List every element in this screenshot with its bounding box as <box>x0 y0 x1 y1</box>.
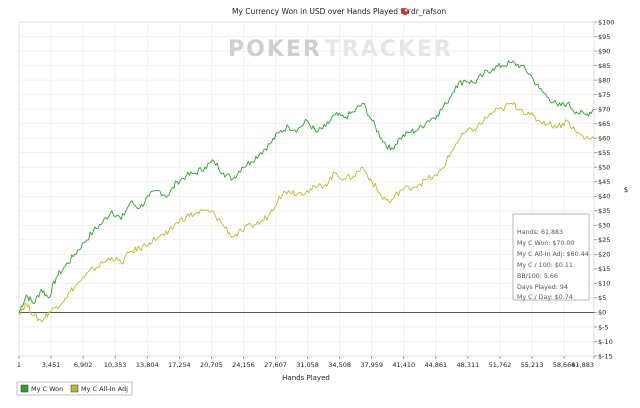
stats-won: My C Won: $70.00 <box>517 240 574 247</box>
x-tick-label: 27,607 <box>264 361 287 369</box>
stats-hands: Hands: 61,883 <box>517 229 563 236</box>
x-tick-label: 31,058 <box>296 361 319 369</box>
legend-swatch-won <box>20 384 29 393</box>
x-tick-label: 41,410 <box>392 361 415 369</box>
watermark-part1: PO <box>228 37 267 62</box>
y-tick-label: $50 <box>598 164 610 172</box>
y-axis-label: $ <box>624 186 628 194</box>
y-tick-label: $65 <box>598 120 610 128</box>
watermark-part3: TRACKER <box>325 37 453 62</box>
x-tick-label: 48,311 <box>457 361 480 369</box>
legend-label-allin: My C All-In Adj <box>81 385 128 393</box>
y-tick-label: $5 <box>598 294 606 302</box>
player-site-icon-highlight <box>404 9 408 12</box>
x-tick-label: 37,959 <box>360 361 383 369</box>
y-tick-label: $60 <box>598 134 610 142</box>
x-tick-label: 24,156 <box>232 361 255 369</box>
legend: My C Won My C All-In Adj <box>16 381 133 396</box>
x-tick-label: 17,254 <box>168 361 191 369</box>
series-line-my-c-won <box>18 60 595 313</box>
x-tick-label: 13,804 <box>136 361 159 369</box>
y-tick-label: $35 <box>598 207 610 215</box>
series-layer <box>18 60 595 323</box>
y-tick-label: $45 <box>598 178 610 186</box>
stats-per-day: My C / Day: $0.74 <box>517 294 573 301</box>
x-tick-label: 61,883 <box>571 361 594 369</box>
player-site-icon <box>401 8 409 15</box>
stats-days: Days Played: 94 <box>517 284 568 291</box>
stats-allin-adj: My C All-In Adj: $60.44 <box>517 251 589 258</box>
x-tick-label: 51,762 <box>489 361 512 369</box>
y-tick-label: $75 <box>598 91 610 99</box>
legend-label-won: My C Won <box>31 385 63 393</box>
y-tick-label: $15 <box>598 265 610 273</box>
y-tick-label: $95 <box>598 33 610 41</box>
legend-swatch-allin <box>70 384 79 393</box>
chart-title-prefix: My Currency Won in USD over Hands Played… <box>232 7 412 16</box>
y-tick-label: $100 <box>598 18 615 26</box>
x-axis-label: Hands Played <box>282 374 330 382</box>
stats-bb-100: BB/100: 5.66 <box>517 273 558 280</box>
y-tick-label: $40 <box>598 193 610 201</box>
x-tick-label: 3,451 <box>42 361 61 369</box>
series-line-my-c-all-in-adj <box>18 101 595 323</box>
y-tick-label: $70 <box>598 105 610 113</box>
x-tick-label: 10,353 <box>104 361 127 369</box>
y-tick-label: $0 <box>598 309 606 317</box>
y-tick-label: $-15 <box>598 352 613 360</box>
y-tick-label: $55 <box>598 149 610 157</box>
y-tick-label: $80 <box>598 76 610 84</box>
x-tick-label: 58,664 <box>553 361 576 369</box>
y-tick-label: $30 <box>598 222 610 230</box>
y-tick-label: $25 <box>598 236 610 244</box>
x-tick-label: 20,705 <box>200 361 223 369</box>
chart-title-player: dr_rafson <box>411 7 446 16</box>
stats-per-100: My C / 100: $0.11 <box>517 262 573 269</box>
tick-layer: $100 $95 $90 $85 $80 $75 $70 $65 $60 $55 $50 $45 $40… <box>17 18 615 369</box>
x-tick-label: 34,508 <box>328 361 351 369</box>
y-tick-label: $-10 <box>598 338 613 346</box>
watermark: POKER TRACKER <box>228 37 453 62</box>
x-tick-label: 6,902 <box>74 361 93 369</box>
y-tick-label: $90 <box>598 47 610 55</box>
y-tick-label: $85 <box>598 62 610 70</box>
y-tick-label: $20 <box>598 251 610 259</box>
stats-box: Hands: 61,883 My C Won: $70.00 My C All-… <box>512 213 590 301</box>
y-tick-label: $-5 <box>598 323 609 331</box>
y-tick-label: $10 <box>598 280 610 288</box>
x-tick-label: 44,861 <box>424 361 447 369</box>
grid <box>18 21 595 357</box>
watermark-part2: KER <box>267 37 321 62</box>
stats-box-frame <box>512 213 590 301</box>
x-tick-label: 55,213 <box>521 361 544 369</box>
plot-area <box>18 21 595 357</box>
x-tick-label: 1 <box>17 361 21 369</box>
